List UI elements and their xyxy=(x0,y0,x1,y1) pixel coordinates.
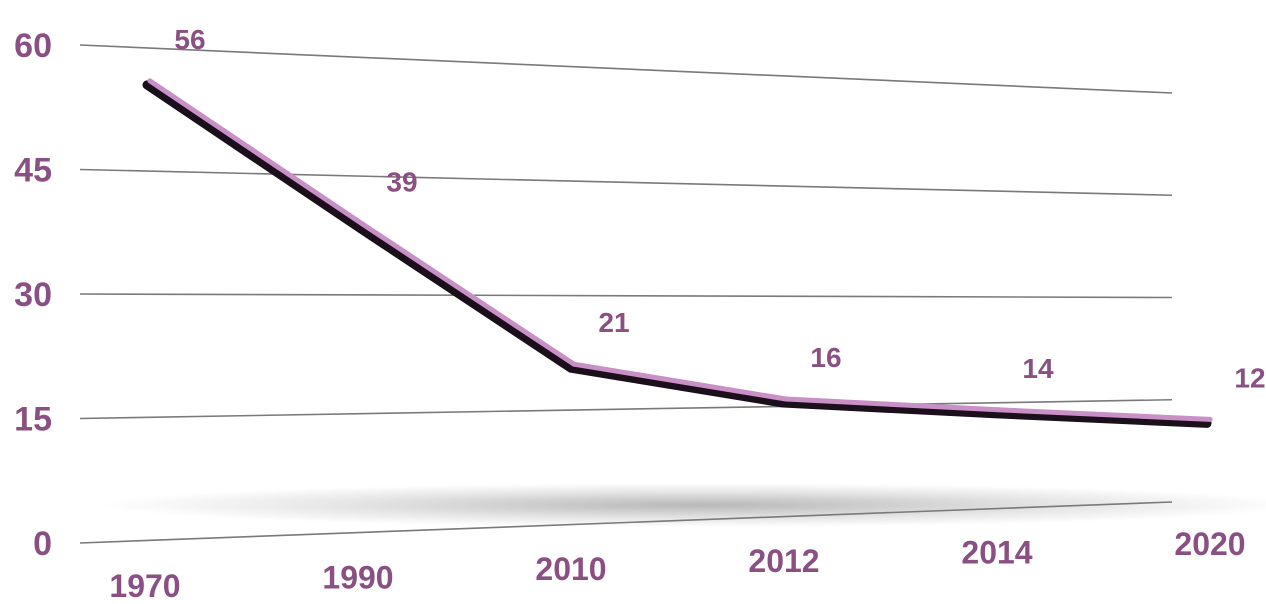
data-point xyxy=(1207,416,1213,422)
gridline-0 xyxy=(79,501,1173,544)
x-axis-ticks: 1970 1990 2010 2012 2014 2020 xyxy=(109,526,1245,604)
y-tick-label: 15 xyxy=(14,401,52,439)
data-label: 14 xyxy=(1022,353,1054,384)
data-point xyxy=(995,407,1001,413)
gridline-60 xyxy=(79,44,1173,94)
x-tick-label: 2010 xyxy=(535,551,606,587)
data-point xyxy=(571,361,577,367)
floor-shadow xyxy=(100,483,1266,527)
x-tick-label: 2020 xyxy=(1174,526,1245,562)
data-label: 12 xyxy=(1234,362,1265,393)
gridline-15 xyxy=(79,398,1173,420)
data-label: 56 xyxy=(174,24,205,55)
y-tick-label: 30 xyxy=(14,276,52,314)
data-label: 21 xyxy=(598,307,629,338)
data-label: 16 xyxy=(810,342,841,373)
series-line xyxy=(147,78,1213,422)
gridlines xyxy=(79,44,1173,544)
y-tick-label: 60 xyxy=(14,27,52,65)
data-labels: 56 39 21 16 14 12 xyxy=(174,24,1265,393)
data-point xyxy=(147,78,153,84)
gridline-30 xyxy=(79,293,1173,299)
data-label: 39 xyxy=(386,167,417,198)
gridline-45 xyxy=(79,168,1173,197)
x-tick-label: 2014 xyxy=(961,534,1032,570)
x-tick-label: 2012 xyxy=(748,543,819,579)
y-tick-label: 0 xyxy=(33,525,52,563)
series-line-shadow xyxy=(142,80,1212,428)
data-point xyxy=(359,221,365,227)
data-point xyxy=(783,396,789,402)
x-tick-label: 1990 xyxy=(322,560,393,596)
x-tick-label: 1970 xyxy=(109,568,180,604)
y-tick-label: 45 xyxy=(14,152,52,190)
y-axis-ticks: 0 15 30 45 60 xyxy=(14,27,52,563)
series xyxy=(142,78,1213,428)
